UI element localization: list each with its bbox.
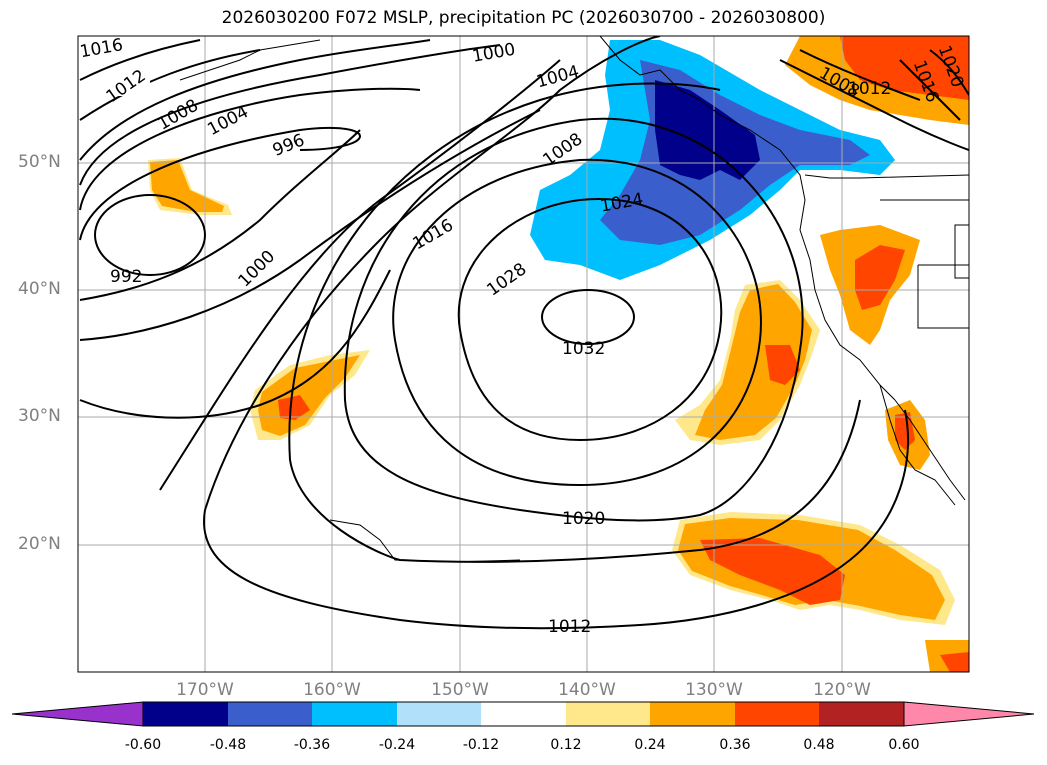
lat-label-30n: 30°N bbox=[18, 406, 61, 426]
lon-label-160w: 160°W bbox=[303, 680, 361, 700]
map-area bbox=[78, 36, 969, 672]
isobar-label: 992 bbox=[110, 267, 142, 287]
lon-label-170w: 170°W bbox=[176, 680, 234, 700]
colorbar-swatch bbox=[228, 702, 312, 726]
colorbar-tick: -0.24 bbox=[378, 737, 416, 753]
colorbar-tick: 0.12 bbox=[550, 737, 582, 753]
isobar-label: 1016 bbox=[409, 215, 456, 254]
colorbar-tick: -0.60 bbox=[124, 737, 162, 753]
isobar-label: 1012 bbox=[848, 79, 891, 99]
precip-shading bbox=[148, 36, 969, 672]
lon-label-130w: 130°W bbox=[685, 680, 743, 700]
colorbar-swatch bbox=[650, 702, 735, 726]
isobar-label: 1000 bbox=[234, 247, 279, 292]
isobar-label: 1028 bbox=[483, 259, 530, 300]
lon-label-150w: 150°W bbox=[431, 680, 489, 700]
isobar-label: 1020 bbox=[562, 509, 605, 529]
isobar-label: 1008 bbox=[539, 129, 586, 170]
colorbar-extend-low bbox=[11, 701, 144, 727]
colorbar-tick: 0.60 bbox=[888, 737, 920, 753]
isobar-label: 1012 bbox=[548, 617, 591, 637]
isobar-label: 1004 bbox=[534, 62, 581, 93]
lat-label-50n: 50°N bbox=[18, 152, 61, 172]
colorbar-swatch bbox=[397, 702, 481, 726]
lat-label-20n: 20°N bbox=[18, 534, 61, 554]
colorbar-swatch bbox=[735, 702, 819, 726]
isobars bbox=[79, 36, 969, 630]
lon-label-140w: 140°W bbox=[558, 680, 616, 700]
colorbar-tick: 0.48 bbox=[803, 737, 835, 753]
isobar-label: 1032 bbox=[562, 339, 605, 359]
colorbar-tick: -0.48 bbox=[209, 737, 247, 753]
lat-label-40n: 40°N bbox=[18, 279, 61, 299]
colorbar bbox=[11, 701, 1035, 727]
isobar-label: 1012 bbox=[103, 66, 150, 107]
isobar-label: 1004 bbox=[204, 102, 252, 140]
isobar-label: 1000 bbox=[471, 40, 517, 67]
map-frame bbox=[77, 35, 970, 673]
colorbar-swatch bbox=[481, 702, 566, 726]
colorbar-swatch bbox=[566, 702, 650, 726]
colorbar-swatch bbox=[819, 702, 904, 726]
colorbar-swatch bbox=[312, 702, 397, 726]
colorbar-tick: 0.36 bbox=[719, 737, 751, 753]
map-title: 2026030200 F072 MSLP, precipitation PC (… bbox=[221, 8, 826, 28]
colorbar-tick: -0.36 bbox=[293, 737, 331, 753]
lon-label-120w: 120°W bbox=[813, 680, 871, 700]
colorbar-swatch bbox=[143, 702, 228, 726]
colorbar-tick: -0.12 bbox=[462, 737, 500, 753]
colorbar-tick: 0.24 bbox=[634, 737, 666, 753]
colorbar-extend-high bbox=[903, 701, 1035, 727]
